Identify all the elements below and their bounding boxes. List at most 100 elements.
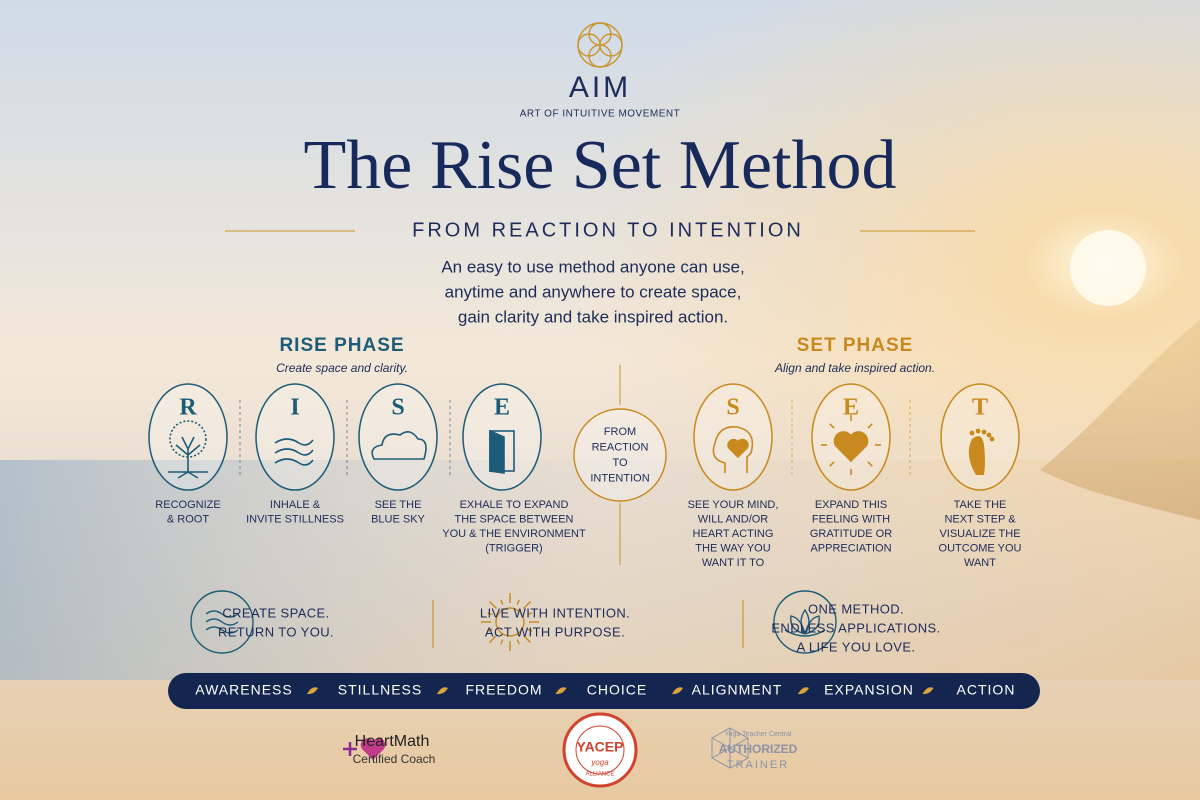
phase-title: SET PHASE (797, 335, 914, 356)
step-label: WANT (964, 557, 996, 569)
sun-ray (522, 634, 532, 644)
center-line: REACTION (592, 441, 649, 453)
step-oval (693, 383, 773, 491)
center-circle (573, 408, 667, 502)
value-word: ACTION (957, 682, 1016, 698)
ytc-lines (711, 728, 749, 768)
wind (274, 458, 314, 466)
sun-ray (522, 600, 532, 610)
intro-line: anytime and anywhere to create space, (445, 282, 742, 301)
tagline: ART OF INTUITIVE MOVEMENT (520, 109, 680, 120)
heartmath-role: Certified Coach (353, 752, 436, 766)
wind (274, 438, 314, 446)
principle-line: LIVE WITH INTENTION. (480, 605, 630, 620)
ytc-mark (711, 727, 749, 769)
step-label: FEELING WITH (812, 513, 890, 525)
heart (727, 438, 749, 459)
sun (1070, 230, 1146, 306)
sun-ray (500, 599, 504, 605)
step-label: SEE YOUR MIND, (688, 499, 779, 511)
principle-line: CREATE SPACE. (222, 605, 329, 620)
step-label: & ROOT (167, 513, 209, 525)
value-leaf (555, 687, 567, 695)
step-icon (371, 431, 427, 460)
value-word: AWARENESS (195, 682, 292, 698)
step-label: HEART ACTING (693, 528, 774, 540)
step-label: VISUALIZE THE (939, 528, 1020, 540)
step-icon (274, 438, 314, 466)
logo-text: AIM (569, 71, 631, 104)
foot (968, 436, 985, 475)
phase-subtitle: Create space and clarity. (276, 361, 408, 375)
principle-icon (481, 593, 539, 651)
value-word: ALIGNMENT (692, 682, 783, 698)
intro-line: An easy to use method anyone can use, (441, 257, 744, 276)
step-letter: S (391, 395, 404, 421)
step-label: BLUE SKY (371, 513, 425, 525)
sun-ray (527, 612, 533, 616)
sun-ray (516, 639, 520, 645)
toe (969, 430, 975, 436)
step-label: YOU & THE ENVIRONMENT (442, 528, 586, 540)
yacep-yoga: yoga (590, 758, 609, 767)
door-open (489, 429, 505, 474)
step-letter: R (179, 395, 197, 421)
step-oval (358, 383, 438, 491)
value-word: FREEDOM (466, 682, 543, 698)
tree-crown (169, 420, 207, 458)
heart (833, 431, 869, 463)
value-leaf (922, 687, 934, 695)
head (712, 426, 754, 473)
heartmath-name: HeartMath (355, 733, 430, 750)
step-label: GRATITUDE OR (810, 528, 892, 540)
principle-line: A LIFE YOU LOVE. (797, 639, 916, 654)
step-label: (TRIGGER) (485, 542, 542, 554)
step-icon (712, 426, 754, 473)
wave (205, 626, 239, 634)
sun-core (495, 607, 525, 637)
logo-mark (577, 22, 623, 68)
intro-line: gain clarity and take inspired action. (458, 307, 728, 326)
step-letter: I (290, 395, 299, 421)
step-label: EXHALE TO EXPAND (460, 499, 569, 511)
sun-ray (488, 600, 498, 610)
step-letter: E (494, 395, 510, 421)
principle-line: ENDLESS APPLICATIONS. (771, 620, 940, 635)
step-label: WILL AND/OR (698, 513, 769, 525)
step-icon (489, 429, 515, 474)
badge-heart (360, 738, 386, 760)
principle-line: ACT WITH PURPOSE. (485, 624, 625, 639)
ray (867, 461, 873, 467)
principle-icon (773, 590, 837, 654)
principle-line: ONE METHOD. (808, 601, 904, 616)
sun-ray (487, 612, 493, 616)
title: The Rise Set Method (304, 127, 897, 204)
step-letter: T (972, 395, 988, 421)
step-icon (968, 428, 995, 475)
yacep-mark: YACEP (577, 739, 624, 755)
wind (274, 448, 314, 456)
step-label: THE WAY YOU (695, 542, 770, 554)
cloud (371, 431, 427, 460)
center-line: TO (612, 457, 628, 469)
phase-title: RISE PHASE (279, 335, 404, 356)
wave (205, 610, 239, 618)
toe (989, 436, 995, 442)
step-label: INVITE STILLNESS (246, 513, 344, 525)
ray (829, 423, 835, 429)
step-letter: S (726, 395, 739, 421)
ytc-authorized: AUTHORIZED (719, 742, 798, 756)
value-word: STILLNESS (338, 682, 422, 698)
ytc-trainer: TRAINER (727, 759, 789, 771)
yacep-seal (562, 712, 638, 788)
principle-line: RETURN TO YOU. (218, 624, 334, 639)
step-label: TAKE THE (954, 499, 1007, 511)
step-label: NEXT STEP & (944, 513, 1016, 525)
principle-ring (190, 590, 254, 654)
badge-plus (343, 742, 357, 756)
yacep-alliance: ALLIANCE (585, 772, 614, 778)
step-label: INHALE & (270, 499, 321, 511)
step-icon (168, 420, 208, 479)
